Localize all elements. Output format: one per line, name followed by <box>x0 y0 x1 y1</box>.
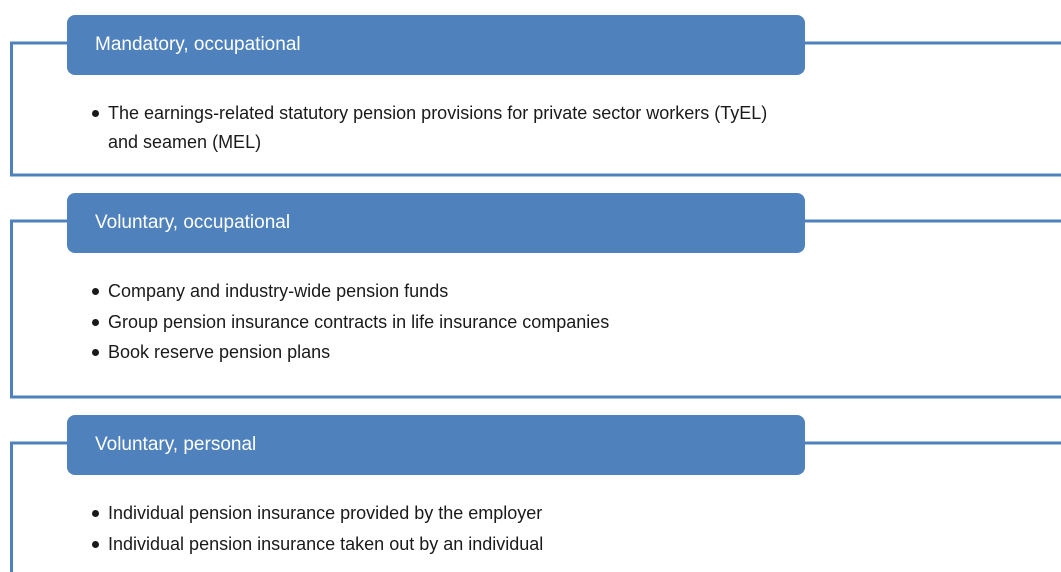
section-header: Voluntary, personal <box>67 415 805 475</box>
bullet <box>92 510 99 517</box>
bullet-item: Individual pension insurance provided by… <box>92 499 788 528</box>
bullet <box>92 318 99 326</box>
bullet <box>92 288 99 295</box>
bullet-item: Company and industry-wide pension funds <box>92 277 788 306</box>
bullet-item: The earnings-related statutory pension p… <box>92 99 788 157</box>
bullet-item: Group pension insurance contracts in lif… <box>92 308 788 337</box>
section-header: Voluntary, occupational <box>67 193 805 253</box>
bullet <box>92 110 99 117</box>
section-header: Mandatory, occupational <box>67 15 805 75</box>
bullet-item: Book reserve pension plans <box>92 338 788 367</box>
bullet-item: Individual pension insurance taken out b… <box>92 530 788 559</box>
bullet <box>92 540 99 548</box>
bullet <box>92 349 99 356</box>
